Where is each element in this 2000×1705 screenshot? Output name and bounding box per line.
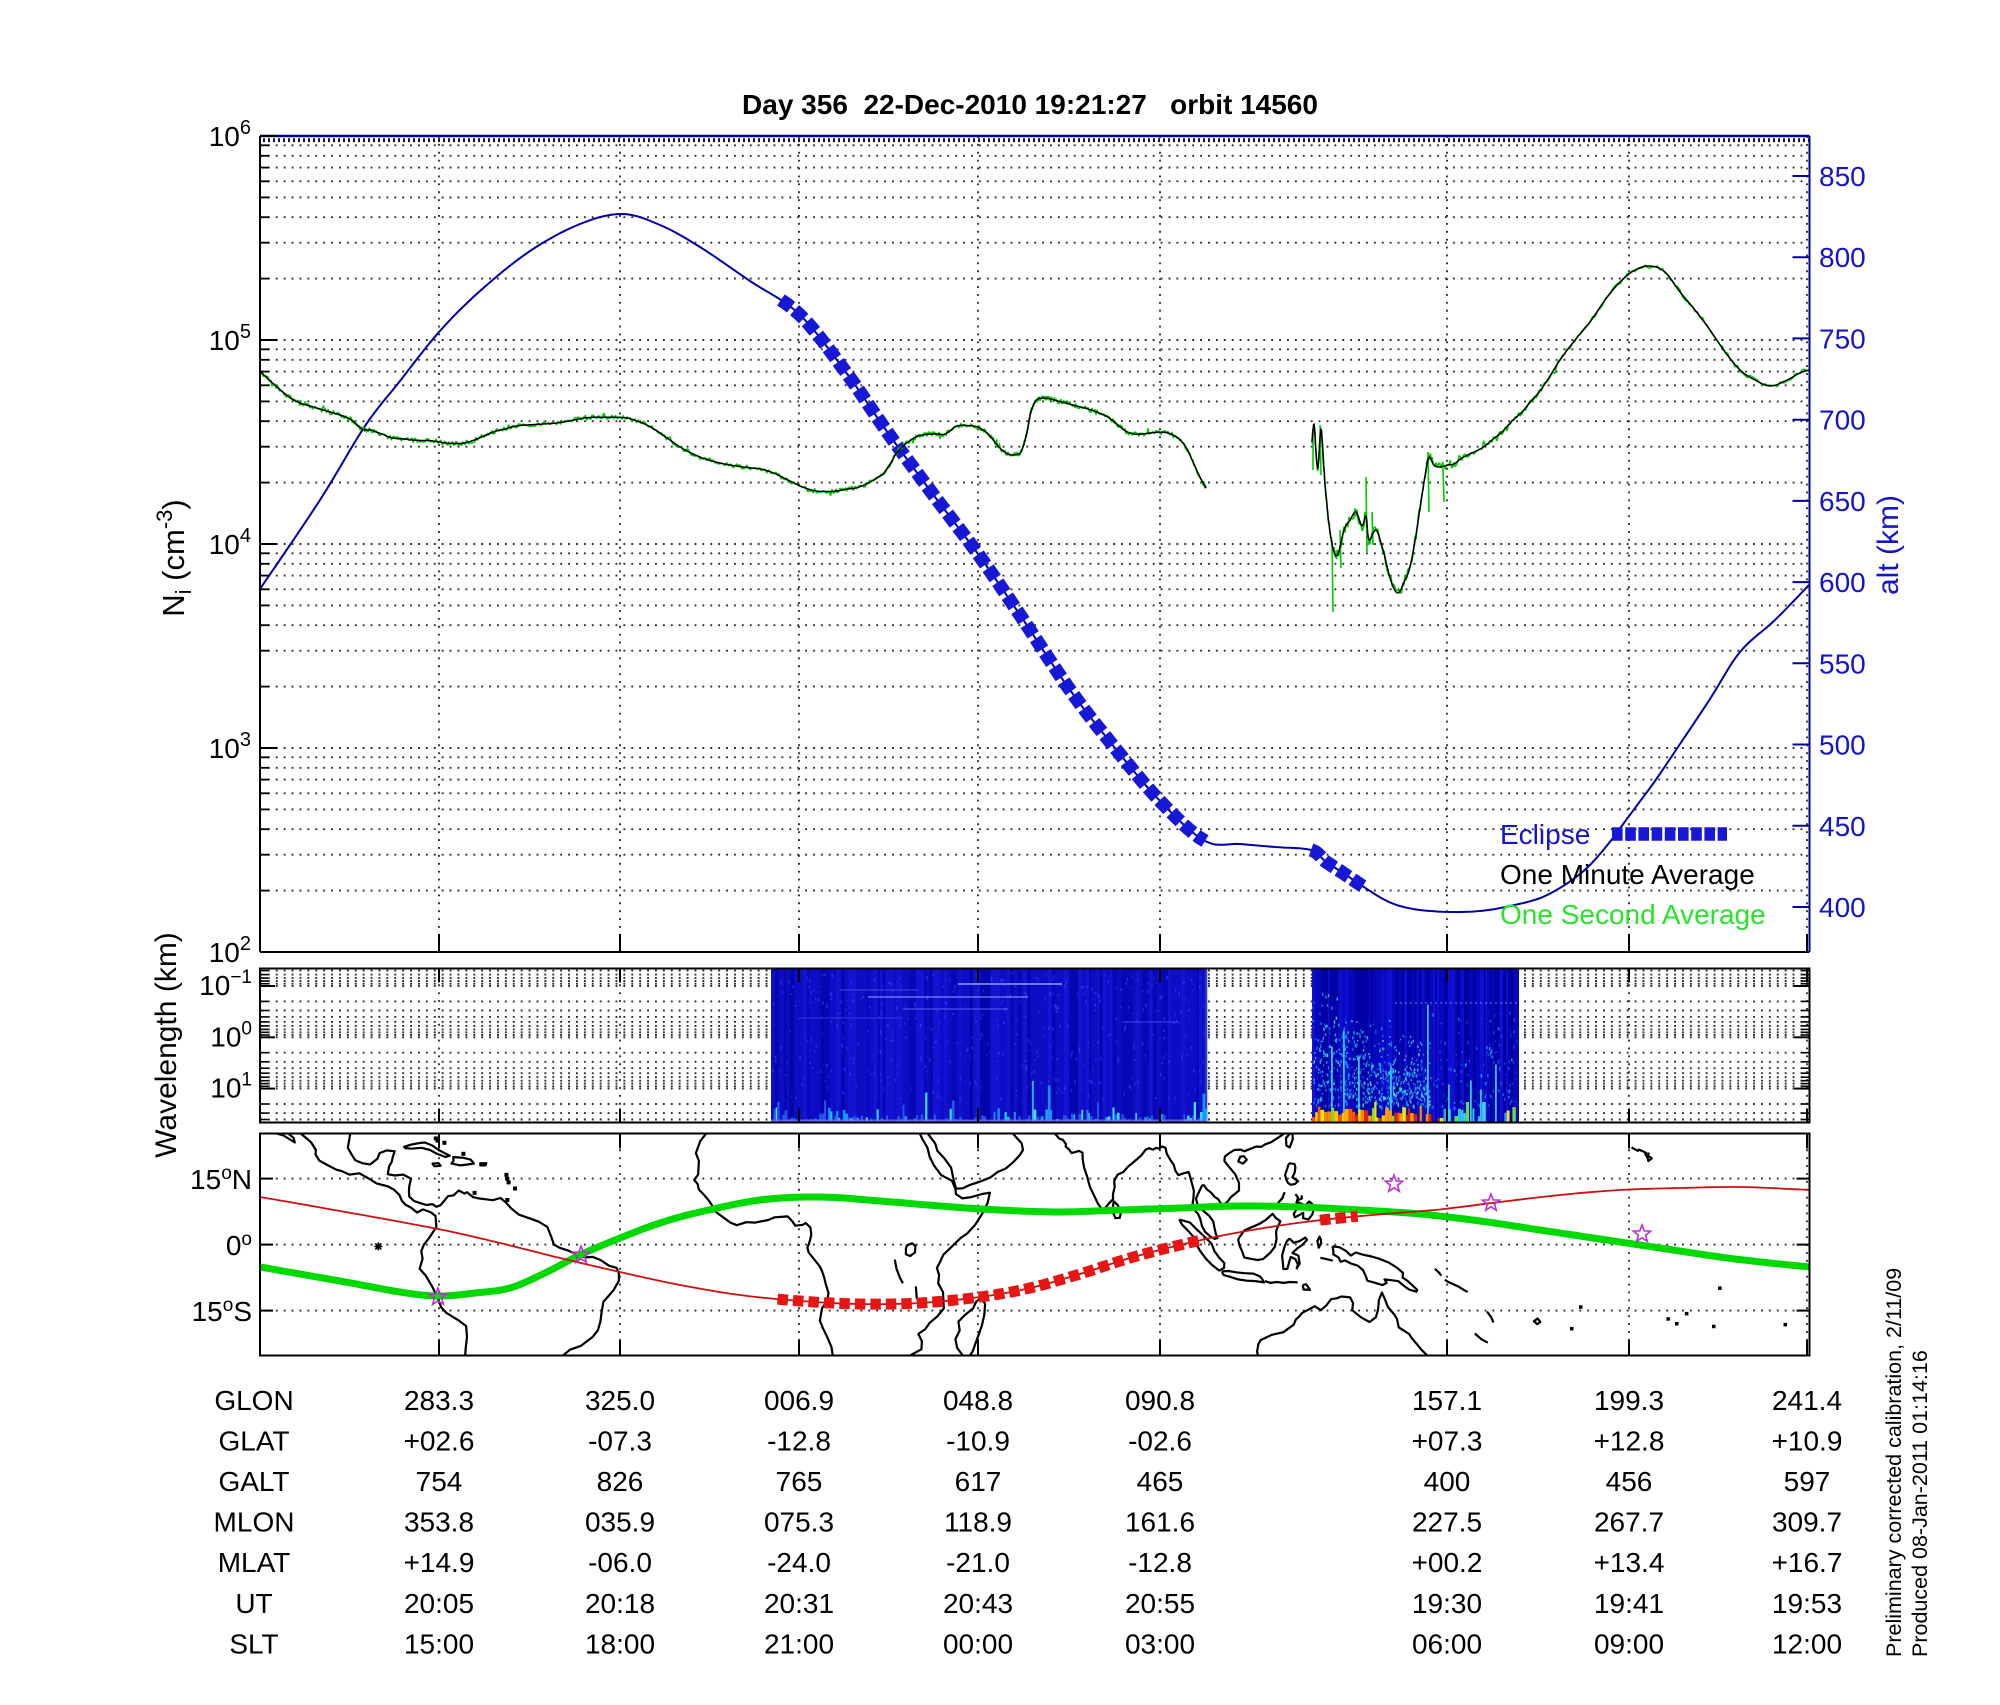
svg-text:+16.7: +16.7 [1772,1547,1843,1578]
svg-text:-02.6: -02.6 [1128,1426,1192,1457]
svg-text:500: 500 [1819,730,1866,761]
svg-text:One Minute Average: One Minute Average [1500,859,1755,890]
svg-text:550: 550 [1819,648,1866,679]
svg-text:090.8: 090.8 [1125,1385,1195,1416]
svg-text:450: 450 [1819,811,1866,842]
svg-text:-06.0: -06.0 [588,1547,652,1578]
svg-text:20:31: 20:31 [764,1588,834,1619]
svg-text:15:00: 15:00 [404,1629,474,1660]
svg-text:12:00: 12:00 [1772,1629,1842,1660]
svg-text:309.7: 309.7 [1772,1507,1842,1538]
svg-text:800: 800 [1819,242,1866,273]
svg-text:MLAT: MLAT [218,1547,291,1578]
svg-text:199.3: 199.3 [1594,1385,1664,1416]
svg-text:SLT: SLT [229,1629,278,1660]
svg-text:-12.8: -12.8 [1128,1547,1192,1578]
svg-text:Day 356 22-Dec-2010 19:21:27: Day 356 22-Dec-2010 19:21:27 orbit 14560 [742,89,1318,120]
svg-text:035.9: 035.9 [585,1507,655,1538]
svg-text:GLAT: GLAT [218,1426,289,1457]
svg-text:104: 104 [209,525,251,560]
svg-text:-21.0: -21.0 [946,1547,1010,1578]
svg-text:UT: UT [235,1588,272,1619]
svg-text:850: 850 [1819,161,1866,192]
svg-text:118.9: 118.9 [944,1507,1012,1538]
svg-text:20:05: 20:05 [404,1588,474,1619]
svg-text:+14.9: +14.9 [404,1547,475,1578]
svg-text:0o: 0o [226,1229,252,1261]
svg-text:465: 465 [1137,1466,1184,1497]
svg-text:19:53: 19:53 [1772,1588,1842,1619]
svg-text:106: 106 [209,117,251,152]
svg-text:+13.4: +13.4 [1594,1547,1665,1578]
svg-text:19:30: 19:30 [1412,1588,1482,1619]
svg-text:19:41: 19:41 [1594,1588,1664,1619]
svg-text:06:00: 06:00 [1412,1629,1482,1660]
svg-text:-24.0: -24.0 [767,1547,831,1578]
svg-text:075.3: 075.3 [764,1507,834,1538]
svg-text:Preliminary corrected calibrat: Preliminary corrected calibration, 2/11/… [1882,1268,1906,1657]
svg-text:GLON: GLON [214,1385,293,1416]
svg-text:456: 456 [1606,1466,1653,1497]
svg-text:400: 400 [1424,1466,1471,1497]
svg-text:227.5: 227.5 [1412,1507,1482,1538]
svg-text:157.1: 157.1 [1412,1385,1482,1416]
svg-text:Produced 08-Jan-2011 01:14:16: Produced 08-Jan-2011 01:14:16 [1908,1350,1932,1657]
svg-text:597: 597 [1784,1466,1831,1497]
svg-text:-12.8: -12.8 [767,1426,831,1457]
svg-text:MLON: MLON [214,1507,295,1538]
svg-text:-07.3: -07.3 [588,1426,652,1457]
svg-text:03:00: 03:00 [1125,1629,1195,1660]
svg-text:101: 101 [210,1070,252,1104]
svg-text:700: 700 [1819,405,1866,436]
svg-text:283.3: 283.3 [404,1385,474,1416]
svg-text:103: 103 [209,729,251,764]
svg-text:617: 617 [955,1466,1002,1497]
svg-text:09:00: 09:00 [1594,1629,1664,1660]
svg-text:161.6: 161.6 [1125,1507,1195,1538]
svg-text:750: 750 [1819,323,1866,354]
svg-text:21:00: 21:00 [764,1629,834,1660]
svg-text:325.0: 325.0 [585,1385,655,1416]
svg-text:20:18: 20:18 [585,1588,655,1619]
svg-text:006.9: 006.9 [764,1385,834,1416]
svg-text:400: 400 [1819,892,1866,923]
svg-text:15oS: 15oS [192,1295,252,1327]
svg-text:650: 650 [1819,486,1866,517]
svg-text:+10.9: +10.9 [1772,1426,1843,1457]
svg-text:600: 600 [1819,567,1866,598]
svg-text:Eclipse: Eclipse [1500,819,1590,850]
svg-text:15oN: 15oN [190,1163,252,1195]
svg-text:Wavelength (km): Wavelength (km) [150,932,183,1158]
svg-text:alt (km): alt (km) [1872,495,1905,595]
svg-text:100: 100 [210,1018,252,1052]
svg-text:267.7: 267.7 [1594,1507,1664,1538]
svg-text:102: 102 [209,933,251,968]
svg-text:353.8: 353.8 [404,1507,474,1538]
svg-text:+00.2: +00.2 [1412,1547,1483,1578]
svg-text:18:00: 18:00 [585,1629,655,1660]
svg-text:One Second Average: One Second Average [1500,899,1766,930]
svg-text:00:00: 00:00 [943,1629,1013,1660]
svg-text:+02.6: +02.6 [404,1426,475,1457]
svg-text:+12.8: +12.8 [1594,1426,1665,1457]
svg-text:20:43: 20:43 [943,1588,1013,1619]
svg-text:241.4: 241.4 [1772,1385,1842,1416]
svg-text:20:55: 20:55 [1125,1588,1195,1619]
svg-text:826: 826 [597,1466,644,1497]
svg-text:754: 754 [416,1466,463,1497]
svg-text:765: 765 [776,1466,823,1497]
svg-text:-10.9: -10.9 [946,1426,1010,1457]
svg-text:105: 105 [209,321,251,356]
svg-text:GALT: GALT [218,1466,289,1497]
svg-text:Ni (cm-3): Ni (cm-3) [152,499,196,616]
svg-text:10−1: 10−1 [199,967,252,1001]
svg-text:048.8: 048.8 [943,1385,1013,1416]
svg-text:+07.3: +07.3 [1412,1426,1483,1457]
